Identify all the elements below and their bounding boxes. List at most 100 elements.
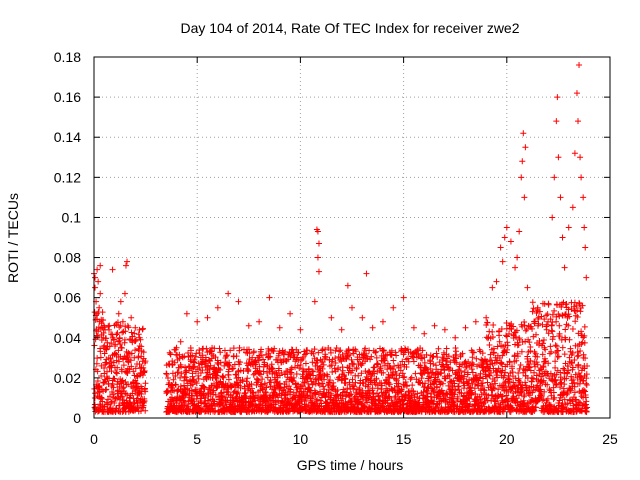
scatter-point	[550, 396, 557, 403]
scatter-point	[362, 345, 369, 352]
scatter-point	[111, 375, 118, 382]
scatter-point	[477, 396, 484, 403]
scatter-point	[336, 348, 343, 355]
scatter-point	[226, 362, 233, 369]
y-tick-label: 0.02	[54, 370, 81, 386]
scatter-point	[580, 194, 587, 201]
scatter-point	[134, 380, 141, 387]
scatter-point	[276, 348, 283, 355]
scatter-point	[519, 158, 526, 165]
scatter-point	[116, 324, 123, 331]
scatter-point	[99, 398, 106, 405]
scatter-point	[107, 393, 114, 400]
scatter-point	[121, 336, 128, 343]
scatter-point	[418, 375, 425, 382]
scatter-point	[572, 371, 579, 378]
scatter-point	[235, 298, 242, 305]
scatter-point	[499, 352, 506, 359]
scatter-point	[490, 345, 497, 352]
scatter-point	[427, 365, 434, 372]
scatter-point	[295, 349, 302, 356]
scatter-point	[543, 312, 550, 319]
scatter-point	[565, 224, 572, 231]
scatter-point	[575, 352, 582, 359]
scatter-point	[320, 361, 327, 368]
scatter-point	[465, 358, 472, 365]
scatter-point	[373, 354, 380, 361]
scatter-point	[204, 314, 211, 321]
scatter-point	[544, 395, 551, 402]
scatter-point	[512, 264, 519, 271]
scatter-point	[230, 345, 237, 352]
scatter-point	[488, 381, 495, 388]
scatter-point	[531, 408, 538, 415]
scatter-point	[516, 228, 523, 235]
scatter-point	[328, 314, 335, 321]
scatter-point	[510, 379, 517, 386]
scatter-point	[421, 330, 428, 337]
scatter-point	[275, 365, 282, 372]
scatter-point	[561, 396, 568, 403]
scatter-point	[393, 352, 400, 359]
scatter-point	[94, 266, 101, 273]
scatter-point	[513, 357, 520, 364]
scatter-point	[309, 368, 316, 375]
scatter-point	[451, 359, 458, 366]
scatter-point	[466, 395, 473, 402]
scatter-point	[553, 371, 560, 378]
scatter-point	[108, 368, 115, 375]
scatter-point	[301, 351, 308, 358]
scatter-point	[578, 174, 585, 181]
scatter-point	[548, 348, 555, 355]
scatter-point	[203, 345, 210, 352]
scatter-point	[470, 349, 477, 356]
scatter-point	[527, 357, 534, 364]
scatter-point	[113, 395, 120, 402]
scatter-point	[132, 347, 139, 354]
scatter-point	[551, 377, 558, 384]
scatter-point	[224, 388, 231, 395]
scatter-point	[96, 304, 103, 311]
scatter-point	[263, 384, 270, 391]
scatter-point	[430, 361, 437, 368]
scatter-point	[250, 348, 257, 355]
scatter-point	[403, 363, 410, 370]
scatter-point	[128, 363, 135, 370]
scatter-point	[410, 358, 417, 365]
scatter-point	[301, 379, 308, 386]
scatter-point	[530, 375, 537, 382]
scatter-point	[566, 313, 573, 320]
scatter-point	[171, 359, 178, 366]
scatter-point	[109, 266, 116, 273]
scatter-point	[399, 358, 406, 365]
scatter-point	[347, 351, 354, 358]
scatter-point	[337, 347, 344, 354]
scatter-point	[494, 374, 501, 381]
scatter-point	[570, 376, 577, 383]
scatter-point	[533, 404, 540, 411]
x-tick-label: 10	[293, 431, 309, 447]
scatter-point	[197, 370, 204, 377]
scatter-point	[574, 307, 581, 314]
scatter-point	[336, 357, 343, 364]
y-tick-label: 0	[73, 410, 81, 426]
scatter-point	[344, 282, 351, 289]
scatter-point	[195, 375, 202, 382]
scatter-point	[94, 368, 101, 375]
scatter-point	[440, 362, 447, 369]
scatter-point	[128, 314, 135, 321]
scatter-point	[112, 369, 119, 376]
scatter-point	[427, 360, 434, 367]
scatter-point	[114, 364, 121, 371]
x-tick-label: 25	[602, 431, 618, 447]
scatter-point	[414, 390, 421, 397]
scatter-point	[546, 386, 553, 393]
scatter-point	[526, 364, 533, 371]
scatter-point	[217, 390, 224, 397]
scatter-point	[245, 366, 252, 373]
scatter-point	[96, 382, 103, 389]
scatter-point	[469, 354, 476, 361]
scatter-point	[327, 349, 334, 356]
x-tick-label: 0	[90, 431, 98, 447]
